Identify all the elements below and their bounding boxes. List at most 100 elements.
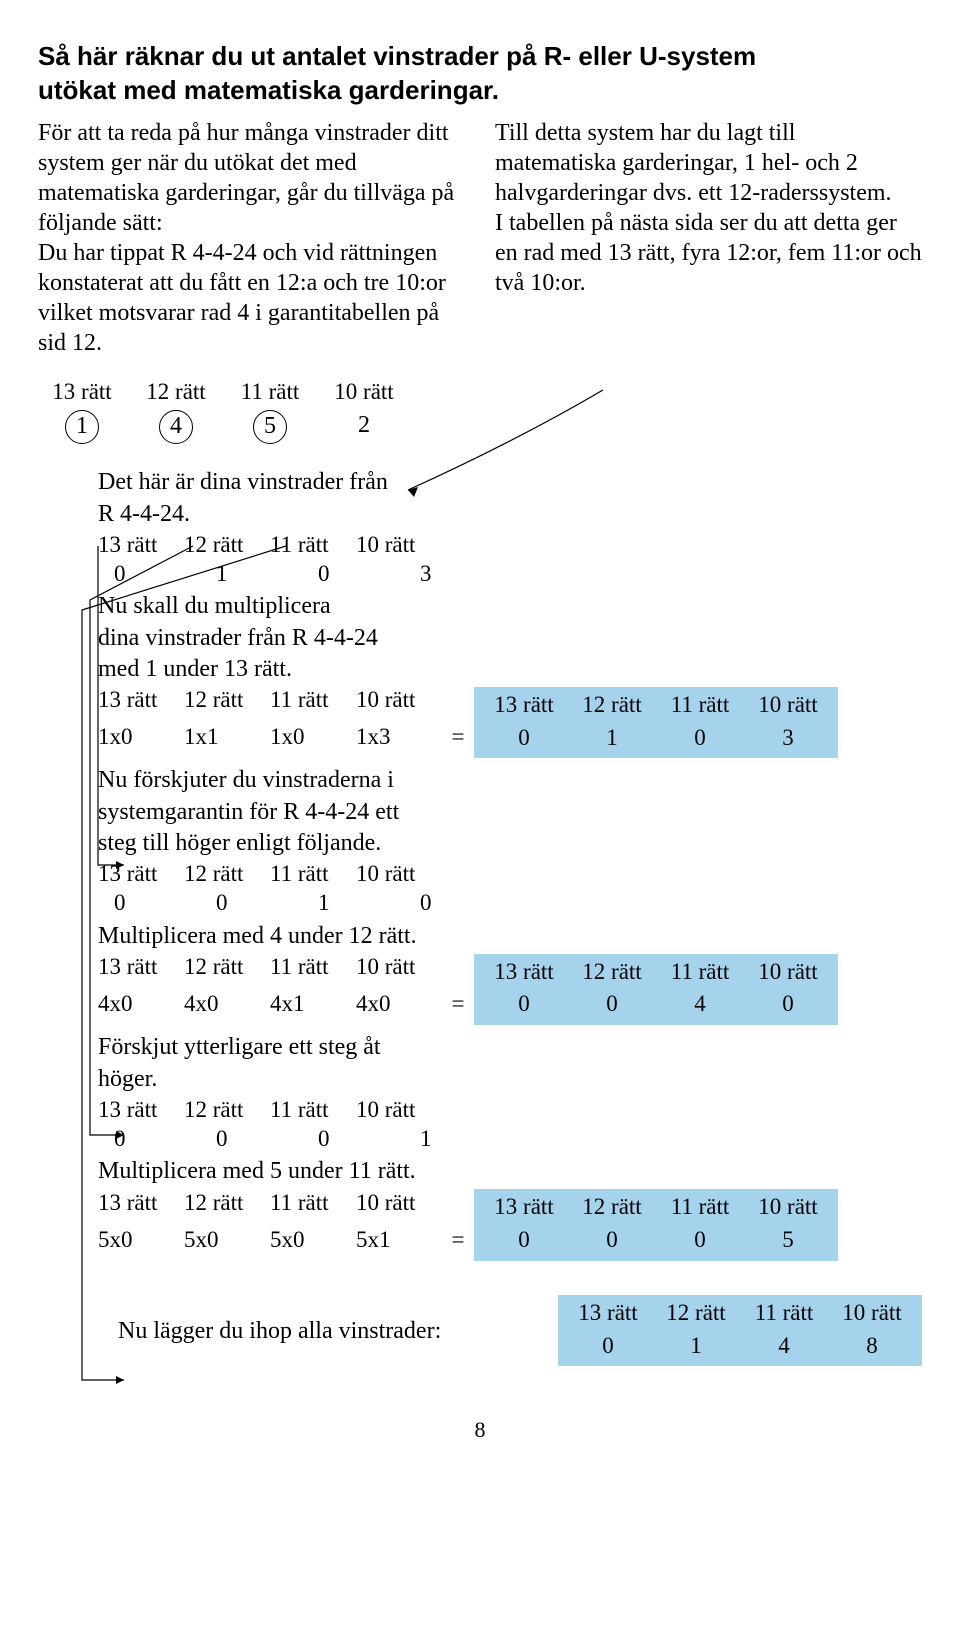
mh: 13 rätt <box>98 686 184 715</box>
mh: 10 rätt <box>356 953 442 982</box>
rh: 11 rätt <box>656 1193 744 1222</box>
c2: 4x1 <box>270 990 356 1019</box>
c2: 4x0 <box>356 990 442 1019</box>
rv: 4 <box>656 990 744 1019</box>
rh: 10 rätt <box>744 958 832 987</box>
result-1: 13 rätt 12 rätt 11 rätt 10 rätt 0 1 0 3 <box>474 687 838 759</box>
b2-t1: Förskjut ytterligare ett steg åt <box>98 1033 922 1062</box>
rh: 10 rätt <box>744 691 832 720</box>
rv: 4 <box>740 1332 828 1361</box>
mh: 12 rätt <box>184 1096 270 1125</box>
mh: 13 rätt <box>98 1189 184 1218</box>
mv: 3 <box>404 560 506 589</box>
rh: 10 rätt <box>828 1299 916 1328</box>
c2: 4x0 <box>98 990 184 1019</box>
rh: 11 rätt <box>656 958 744 987</box>
b0-t3: med 1 under 13 rätt. <box>98 655 922 684</box>
mv: 1 <box>404 1125 506 1154</box>
sum-v-5: 5 <box>226 410 314 444</box>
mh: 12 rätt <box>184 953 270 982</box>
mh: 13 rätt <box>98 531 184 560</box>
sum-h-12: 12 rätt <box>132 378 220 407</box>
sum-v-4: 4 <box>132 410 220 444</box>
rv: 3 <box>744 724 832 753</box>
rv: 0 <box>564 1332 652 1361</box>
rh: 11 rätt <box>740 1299 828 1328</box>
rv: 1 <box>652 1332 740 1361</box>
b1-t3: steg till höger enligt följande. <box>98 829 922 858</box>
mv: 0 <box>200 1125 302 1154</box>
final-row: Nu lägger du ihop alla vinstrader: 13 rä… <box>98 1295 922 1367</box>
sum-h-10: 10 rätt <box>320 378 408 407</box>
mh: 10 rätt <box>356 531 442 560</box>
final-label: Nu lägger du ihop alla vinstrader: <box>98 1316 558 1346</box>
mv: 0 <box>302 1125 404 1154</box>
summary-row: 13 rätt 12 rätt 11 rätt 10 rätt 1 4 5 2 <box>38 378 922 445</box>
mh: 11 rätt <box>270 1096 356 1125</box>
sum-h-11: 11 rätt <box>226 378 314 407</box>
result-final: 13 rätt 12 rätt 11 rätt 10 rätt 0 1 4 8 <box>558 1295 922 1367</box>
page-title: Så här räknar du ut antalet vinstrader p… <box>38 40 922 108</box>
mh: 12 rätt <box>184 686 270 715</box>
mh: 10 rätt <box>356 686 442 715</box>
c1: 1x3 <box>356 723 442 752</box>
sum-h-13: 13 rätt <box>38 378 126 407</box>
mh: 11 rätt <box>270 953 356 982</box>
rh: 10 rätt <box>744 1193 832 1222</box>
rv: 0 <box>480 724 568 753</box>
b0-t2: dina vinstrader från R 4-4-24 <box>98 624 922 653</box>
rv: 8 <box>828 1332 916 1361</box>
mh: 12 rätt <box>184 531 270 560</box>
rh: 11 rätt <box>656 691 744 720</box>
mv: 0 <box>200 889 302 918</box>
equals-icon: = <box>442 723 474 752</box>
rv: 0 <box>744 990 832 1019</box>
result-2: 13 rätt 12 rätt 11 rätt 10 rätt 0 0 4 0 <box>474 954 838 1026</box>
mv: 0 <box>302 560 404 589</box>
mh: 11 rätt <box>270 860 356 889</box>
rv: 5 <box>744 1226 832 1255</box>
equals-icon: = <box>442 1226 474 1255</box>
b2-mul: Multiplicera med 5 under 11 rätt. <box>98 1157 922 1186</box>
c3: 5x0 <box>98 1226 184 1255</box>
mh: 10 rätt <box>356 860 442 889</box>
mh: 11 rätt <box>270 531 356 560</box>
rv: 0 <box>568 1226 656 1255</box>
rh: 13 rätt <box>480 958 568 987</box>
mv: 1 <box>302 889 404 918</box>
mv: 0 <box>404 889 506 918</box>
title-line1: Så här räknar du ut antalet vinstrader p… <box>38 41 756 71</box>
mv: 0 <box>98 889 200 918</box>
c3: 5x0 <box>270 1226 356 1255</box>
b2-t2: höger. <box>98 1065 922 1094</box>
block-0: Det här är dina vinstrader från R 4-4-24… <box>98 468 922 1260</box>
b0-t1: Nu skall du multiplicera <box>98 592 922 621</box>
rv: 0 <box>656 1226 744 1255</box>
rv: 1 <box>568 724 656 753</box>
mh: 12 rätt <box>184 1189 270 1218</box>
page-number: 8 <box>38 1416 922 1444</box>
mh: 13 rätt <box>98 953 184 982</box>
rh: 12 rätt <box>652 1299 740 1328</box>
mh: 11 rätt <box>270 686 356 715</box>
rh: 13 rätt <box>480 691 568 720</box>
mh: 13 rätt <box>98 860 184 889</box>
intro-left: För att ta reda på hur många vinstrader … <box>38 118 465 358</box>
b0-line1: Det här är dina vinstrader från <box>98 468 922 497</box>
c1: 1x0 <box>270 723 356 752</box>
mh: 13 rätt <box>98 1096 184 1125</box>
rh: 13 rätt <box>480 1193 568 1222</box>
mv: 0 <box>98 1125 200 1154</box>
b1-t1: Nu förskjuter du vinstraderna i <box>98 766 922 795</box>
c2: 4x0 <box>184 990 270 1019</box>
rv: 0 <box>480 990 568 1019</box>
sum-v-2: 2 <box>320 410 408 444</box>
mv: 0 <box>98 560 200 589</box>
rh: 12 rätt <box>568 1193 656 1222</box>
mh: 10 rätt <box>356 1189 442 1218</box>
c1: 1x1 <box>184 723 270 752</box>
b0-line2: R 4-4-24. <box>98 500 922 529</box>
intro-right: Till detta system har du lagt till matem… <box>495 118 922 358</box>
rh: 13 rätt <box>564 1299 652 1328</box>
rv: 0 <box>656 724 744 753</box>
